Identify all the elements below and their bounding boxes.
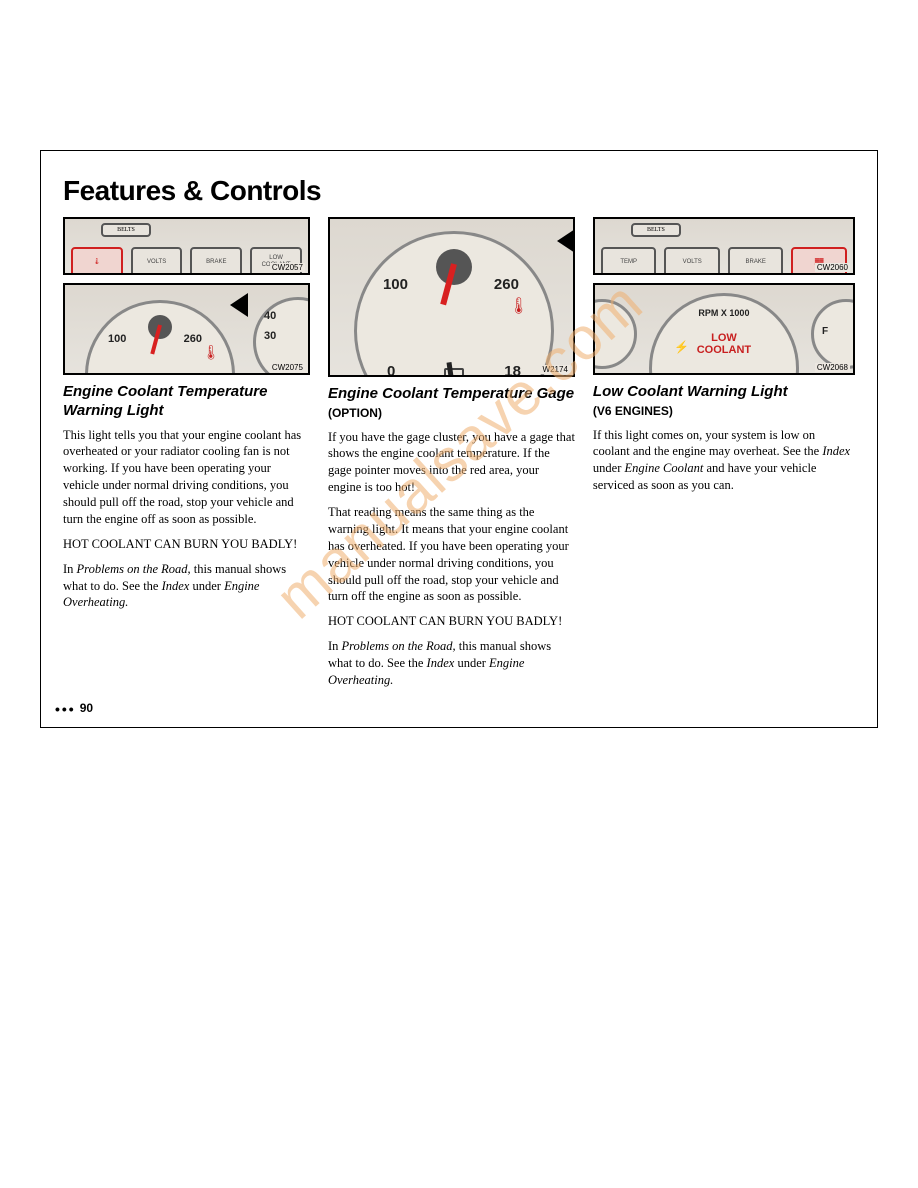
gauge-left-partial bbox=[593, 299, 637, 369]
body-text: That reading means the same thing as the… bbox=[328, 504, 575, 605]
section-heading: Engine Coolant Temperature Warning Light bbox=[63, 383, 310, 421]
gauge-label-18: 18 bbox=[504, 363, 521, 377]
figure-warning-lights-panel: BELTS 🌡 VOLTS BRAKE LOW COOLANT CW2057 bbox=[63, 217, 310, 275]
indicator-temp-warning: 🌡 bbox=[71, 247, 123, 275]
gauge-label-100: 100 bbox=[383, 276, 408, 293]
body-text: This light tells you that your engine co… bbox=[63, 427, 310, 528]
page-title: Features & Controls bbox=[63, 175, 855, 207]
figure-code: CW2060 bbox=[815, 263, 850, 272]
manual-page: Features & Controls BELTS 🌡 VOLTS BRAKE … bbox=[40, 150, 878, 728]
indicator-volts: VOLTS bbox=[131, 247, 183, 275]
column-2: 100 260 🌡 0 18 W2174 Engine Coolant Temp… bbox=[328, 217, 575, 697]
pointer-arrow-icon bbox=[557, 229, 575, 253]
gauge-label-rpm: RPM X 1000 bbox=[698, 308, 749, 318]
warning-text: HOT COOLANT CAN BURN YOU BADLY! bbox=[63, 536, 310, 553]
body-text: In Problems on the Road, this manual sho… bbox=[63, 561, 310, 612]
figure-temp-gauge-small: 100 260 🌡 40 30 CW2075 bbox=[63, 283, 310, 375]
indicator-brake: BRAKE bbox=[190, 247, 242, 275]
battery-icon: ⚡ bbox=[674, 340, 689, 355]
pointer-arrow-icon bbox=[230, 293, 248, 317]
indicator-temp: TEMP bbox=[601, 247, 657, 275]
figure-temp-gauge-large: 100 260 🌡 0 18 W2174 bbox=[328, 217, 575, 377]
indicator-brake: BRAKE bbox=[728, 247, 784, 275]
figure-code: CW2075 bbox=[270, 363, 305, 372]
gauge-temp-large: 100 260 🌡 0 18 bbox=[354, 231, 554, 377]
therm-icon: 🌡 bbox=[509, 296, 529, 316]
figure-code: W2174 bbox=[541, 365, 570, 374]
indicator-belts: BELTS bbox=[101, 223, 151, 237]
warning-text: HOT COOLANT CAN BURN YOU BADLY! bbox=[328, 613, 575, 630]
figure-code: CW2057 bbox=[270, 263, 305, 272]
body-text: If this light comes on, your system is l… bbox=[593, 427, 855, 495]
gauge-label-0: 0 bbox=[387, 363, 395, 377]
indicator-volts: VOLTS bbox=[664, 247, 720, 275]
section-heading: Low Coolant Warning Light (V6 ENGINES) bbox=[593, 383, 855, 421]
indicator-belts: BELTS bbox=[631, 223, 681, 237]
figure-tach-coolant: RPM X 1000 LOW COOLANT ⚡ F CW2068 bbox=[593, 283, 855, 375]
gauge-label-100: 100 bbox=[108, 333, 126, 345]
gauge-label-260: 260 bbox=[184, 333, 202, 345]
gauge-temp: 100 260 🌡 bbox=[85, 300, 235, 375]
body-text: If you have the gage cluster, you have a… bbox=[328, 429, 575, 497]
gauge-tach: RPM X 1000 LOW COOLANT ⚡ bbox=[649, 293, 799, 375]
page-dots: ••• bbox=[55, 701, 76, 717]
low-coolant-text: LOW COOLANT bbox=[697, 332, 751, 356]
content-columns: BELTS 🌡 VOLTS BRAKE LOW COOLANT CW2057 1… bbox=[63, 217, 855, 697]
gauge-right-partial: F bbox=[811, 299, 855, 369]
column-1: BELTS 🌡 VOLTS BRAKE LOW COOLANT CW2057 1… bbox=[63, 217, 310, 697]
figure-low-coolant-panel: BELTS TEMP VOLTS BRAKE ▓▓ CW2060 bbox=[593, 217, 855, 275]
gauge-label-260: 260 bbox=[494, 276, 519, 293]
section-heading: Engine Coolant Temperature Gage (OPTION) bbox=[328, 385, 575, 423]
column-3: BELTS TEMP VOLTS BRAKE ▓▓ CW2060 RPM X 1… bbox=[593, 217, 855, 697]
figure-code: CW2068 bbox=[815, 363, 850, 372]
page-number: •••90 bbox=[55, 701, 93, 715]
body-text: In Problems on the Road, this manual sho… bbox=[328, 638, 575, 689]
therm-icon: 🌡 bbox=[202, 345, 220, 362]
